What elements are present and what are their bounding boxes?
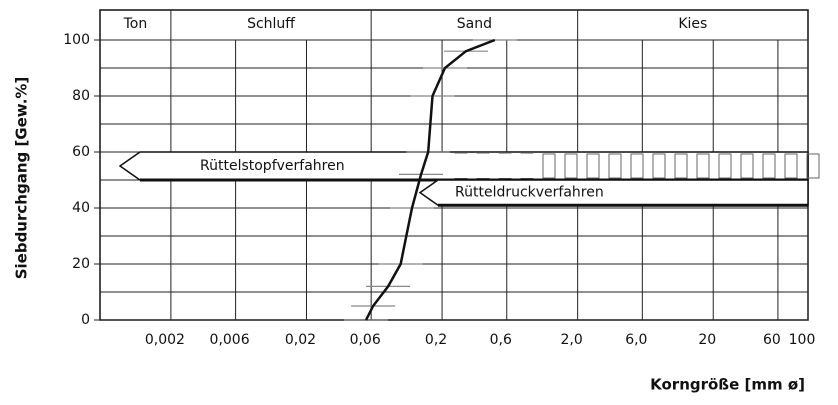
x-tick-label: 2,0 <box>561 332 583 348</box>
hatch-box <box>652 153 666 179</box>
hatch-box <box>630 153 644 179</box>
x-tick-label: 100 <box>789 332 816 348</box>
grading-curve <box>364 38 496 321</box>
hatch-box <box>718 153 732 179</box>
annotation: Rütteldruckverfahren <box>455 185 604 201</box>
x-tick-label: 60 <box>763 332 781 348</box>
y-axis-label: Siebdurchgang [Gew.%] <box>13 77 31 280</box>
x-tick-label: 0,06 <box>350 332 381 348</box>
class-label: Ton <box>123 16 148 32</box>
class-label: Sand <box>457 16 492 32</box>
x-tick-label: 6,0 <box>625 332 647 348</box>
annotation: Rüttelstopfverfahren <box>200 158 345 174</box>
hatch-box <box>740 153 754 179</box>
hatch-box <box>608 153 622 179</box>
y-tick-label: 60 <box>72 144 90 160</box>
y-tick-label: 40 <box>72 200 90 216</box>
x-tick-label: 0,02 <box>285 332 316 348</box>
class-label: Kies <box>678 16 707 32</box>
hatch-box <box>784 153 798 179</box>
hatch-box <box>696 153 710 179</box>
y-tick-label: 0 <box>81 312 90 328</box>
x-tick-label: 0,2 <box>425 332 447 348</box>
y-tick-label: 80 <box>72 88 90 104</box>
hatch-box <box>762 153 776 179</box>
x-tick-label: 20 <box>698 332 716 348</box>
hatch-box <box>564 153 578 179</box>
x-tick-label: 0,006 <box>210 332 250 348</box>
hatch-box <box>542 153 556 179</box>
hatch-box <box>674 153 688 179</box>
hatch-box <box>586 153 600 179</box>
label-bg <box>190 154 535 178</box>
hatch-box <box>806 153 820 179</box>
x-axis-label: Korngröße [mm ø] <box>650 376 805 394</box>
class-label: Schluff <box>247 16 295 32</box>
x-tick-label: 0,002 <box>145 332 185 348</box>
y-tick-label: 20 <box>72 256 90 272</box>
arrow-band <box>418 179 809 206</box>
y-tick-label: 100 <box>63 32 90 48</box>
x-tick-label: 0,6 <box>490 332 512 348</box>
